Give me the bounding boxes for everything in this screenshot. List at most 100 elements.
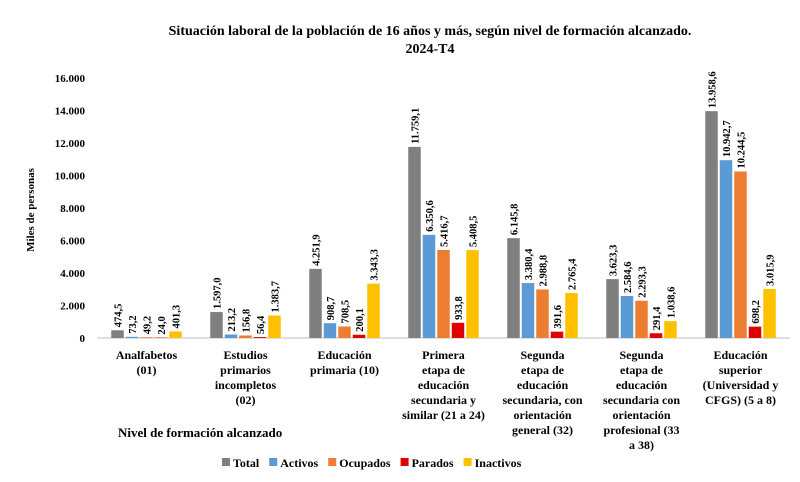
data-label: 1.038,6	[667, 287, 678, 319]
y-tick-label: 6.000	[60, 236, 85, 248]
legend-label: Activos	[280, 456, 318, 470]
bar-ocupados	[140, 337, 153, 338]
bar-activos	[225, 335, 238, 338]
data-label: 5.408,5	[469, 216, 480, 248]
category-label: secundaria con	[603, 393, 680, 407]
bar-total	[111, 330, 124, 338]
data-label: 3.015,9	[766, 254, 777, 286]
bar-total	[210, 312, 223, 338]
category-label: superior	[719, 363, 763, 377]
bar-total	[408, 147, 421, 338]
bar-inactivos	[763, 289, 776, 338]
category-label: orientación	[514, 408, 572, 422]
bar-inactivos	[664, 321, 677, 338]
bar-inactivos	[565, 293, 578, 338]
data-label: 73,2	[128, 315, 139, 333]
y-axis-title: Miles de personas	[25, 167, 37, 251]
plot-area: 02.0004.0006.0008.00010.00012.00014.0001…	[55, 71, 790, 452]
chart-subtitle: 2024-T4	[406, 42, 455, 57]
category-label: secundaria y	[411, 393, 476, 407]
category-label: similar (21 a 24)	[402, 408, 485, 422]
bar-total	[507, 238, 520, 338]
data-label: 1.597,0	[213, 278, 224, 310]
bar-activos	[720, 160, 733, 338]
bar-parados	[650, 333, 663, 338]
data-label: 698,2	[751, 300, 762, 324]
y-tick-label: 10.000	[55, 171, 86, 183]
data-label: 2.988,8	[539, 255, 550, 287]
bar-inactivos	[466, 250, 479, 338]
category-label: profesional (33	[603, 423, 679, 437]
category-label: primaria (10)	[310, 363, 379, 377]
legend-label: Inactivos	[475, 456, 522, 470]
category-label: (02)	[236, 393, 256, 407]
category-label: etapa de	[422, 363, 466, 377]
data-label: 56,4	[256, 315, 267, 334]
bar-inactivos	[169, 331, 182, 338]
bar-parados	[452, 323, 465, 338]
data-label: 708,5	[341, 300, 352, 324]
data-label: 6.350,6	[425, 200, 436, 232]
legend-swatch-total	[222, 458, 230, 466]
bar-ocupados	[734, 172, 747, 338]
bar-parados	[749, 327, 762, 338]
data-label: 156,8	[242, 309, 253, 333]
category-label: educación	[616, 378, 668, 392]
legend-label: Parados	[412, 456, 454, 470]
category-label: orientación	[613, 408, 671, 422]
category-label: incompletos	[215, 378, 277, 392]
data-label: 2.293,3	[638, 266, 649, 298]
category-label: Segunda	[619, 348, 663, 362]
chart-title: Situación laboral de la población de 16 …	[169, 24, 692, 39]
category-label: CFGS) (5 a 8)	[705, 393, 776, 407]
legend-swatch-parados	[401, 458, 409, 466]
bar-ocupados	[338, 326, 351, 338]
data-label: 13.958,6	[708, 71, 719, 108]
bar-activos	[324, 323, 337, 338]
bar-ocupados	[536, 289, 549, 338]
bar-activos	[126, 337, 139, 338]
bar-ocupados	[635, 301, 648, 338]
bar-activos	[423, 235, 436, 338]
legend-label: Ocupados	[339, 456, 391, 470]
bar-parados	[551, 332, 564, 338]
bar-inactivos	[367, 284, 380, 338]
category-label: general (32)	[512, 423, 573, 437]
y-tick-label: 12.000	[55, 138, 86, 150]
category-label: (Universidad y	[703, 378, 779, 392]
data-label: 3.380,4	[524, 248, 535, 280]
data-label: 3.623,3	[609, 245, 620, 277]
category-label: Estudios	[223, 348, 267, 362]
category-label: etapa de	[620, 363, 664, 377]
data-label: 1.383,7	[271, 281, 282, 313]
data-label: 908,7	[326, 297, 337, 321]
bar-ocupados	[239, 335, 252, 338]
category-label: primarios	[220, 363, 271, 377]
category-label: Analfabetos	[116, 348, 178, 362]
bar-total	[705, 111, 718, 338]
legend-swatch-inactivos	[464, 458, 472, 466]
bar-inactivos	[268, 316, 281, 338]
data-label: 3.343,3	[370, 249, 381, 281]
category-label: Primera	[422, 348, 465, 362]
legend-label: Total	[233, 456, 260, 470]
category-label: secundaria, con	[502, 393, 582, 407]
y-tick-label: 4.000	[60, 268, 85, 280]
category-label: a 38)	[629, 438, 654, 452]
data-label: 49,2	[143, 316, 154, 334]
data-label: 11.759,1	[411, 108, 422, 144]
y-tick-label: 14.000	[55, 106, 86, 118]
category-label: Segunda	[520, 348, 564, 362]
category-label: (01)	[137, 363, 157, 377]
bar-parados	[254, 337, 267, 338]
y-tick-label: 0	[80, 333, 86, 345]
x-axis-title: Nivel de formación alcanzado	[118, 425, 282, 440]
legend: Total Activos Ocupados Parados Inactivos	[222, 456, 522, 470]
data-label: 291,4	[652, 306, 663, 330]
data-label: 401,3	[172, 305, 183, 329]
category-label: Educación	[713, 348, 767, 362]
category-label: etapa de	[521, 363, 565, 377]
bar-activos	[522, 283, 535, 338]
data-label: 6.145,8	[510, 204, 521, 236]
data-label: 213,2	[227, 308, 238, 332]
